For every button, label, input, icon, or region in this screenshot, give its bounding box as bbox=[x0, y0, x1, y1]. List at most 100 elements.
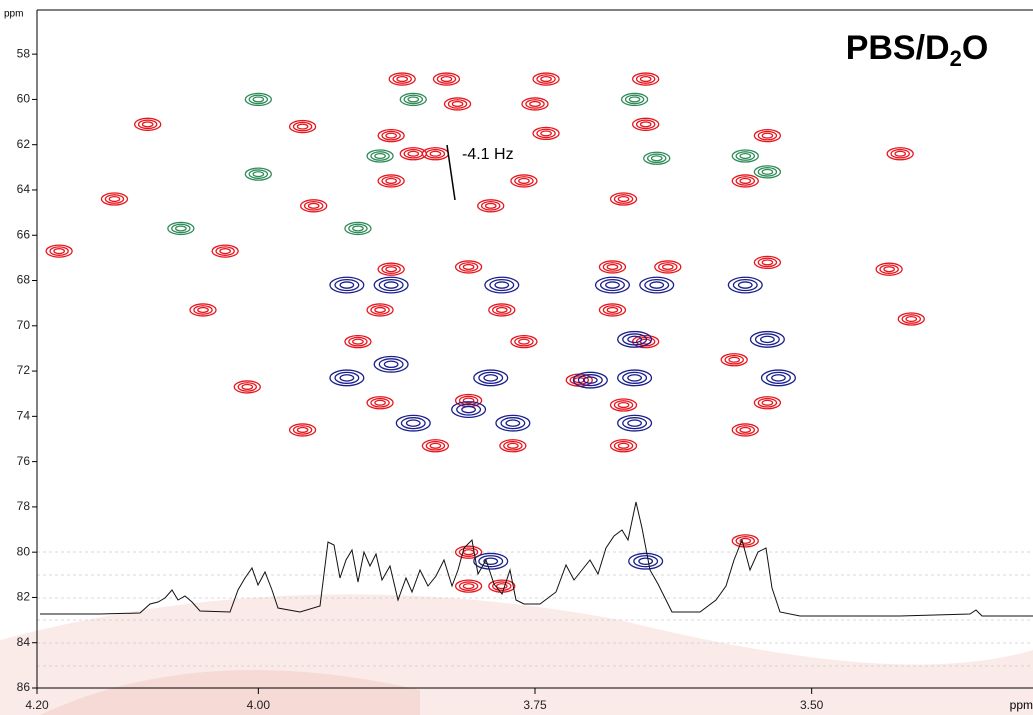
contour bbox=[429, 150, 442, 157]
contour bbox=[507, 442, 519, 449]
contour bbox=[613, 440, 634, 451]
peak bbox=[451, 401, 487, 419]
peak bbox=[565, 373, 593, 387]
contour bbox=[374, 399, 386, 406]
peak bbox=[100, 192, 129, 206]
contour bbox=[622, 371, 648, 384]
peak bbox=[727, 276, 763, 294]
contour bbox=[134, 117, 162, 131]
contour bbox=[761, 132, 774, 139]
contour bbox=[753, 128, 782, 143]
contour bbox=[403, 94, 424, 105]
contour bbox=[737, 281, 753, 289]
peak bbox=[484, 276, 520, 294]
contour bbox=[436, 74, 457, 84]
peak bbox=[731, 174, 759, 188]
contour bbox=[757, 397, 778, 408]
contour bbox=[381, 264, 401, 275]
contour bbox=[377, 128, 405, 143]
contour bbox=[753, 165, 782, 179]
contour bbox=[377, 174, 405, 188]
contour bbox=[462, 583, 475, 590]
peak bbox=[598, 260, 627, 274]
y-tick-label: 68 bbox=[17, 273, 31, 287]
contour bbox=[639, 121, 652, 128]
contour bbox=[617, 401, 630, 409]
contour bbox=[407, 96, 420, 103]
contour bbox=[488, 579, 516, 593]
peak bbox=[45, 244, 73, 258]
contour bbox=[104, 194, 125, 204]
contour bbox=[901, 314, 922, 324]
annotation: -4.1 Hz bbox=[462, 146, 514, 163]
peak bbox=[488, 303, 516, 317]
contour bbox=[197, 306, 209, 313]
contour bbox=[334, 278, 360, 292]
contour bbox=[617, 414, 653, 432]
peak bbox=[753, 396, 782, 410]
contour bbox=[495, 583, 508, 590]
contour bbox=[292, 425, 313, 435]
peak bbox=[617, 414, 653, 432]
peak bbox=[288, 119, 317, 134]
contour bbox=[760, 369, 797, 387]
contour bbox=[377, 262, 405, 276]
peak bbox=[609, 439, 638, 453]
peak bbox=[454, 579, 483, 593]
contour bbox=[905, 315, 918, 323]
peak bbox=[643, 151, 671, 165]
contour bbox=[334, 371, 360, 384]
contour bbox=[373, 355, 409, 373]
contour bbox=[462, 397, 475, 404]
peak bbox=[753, 165, 782, 179]
contour bbox=[494, 281, 510, 289]
contour bbox=[638, 557, 654, 565]
x-tick-label: 3.50 bbox=[800, 698, 824, 712]
contour bbox=[458, 262, 479, 272]
contour bbox=[521, 97, 549, 111]
contour bbox=[296, 123, 309, 130]
contour bbox=[582, 376, 598, 384]
contour bbox=[572, 371, 608, 389]
peak bbox=[639, 276, 675, 294]
contour bbox=[627, 419, 643, 427]
peak bbox=[366, 396, 394, 410]
contour bbox=[451, 401, 487, 419]
contour bbox=[495, 414, 531, 432]
title-part: PBS/D bbox=[846, 29, 950, 67]
contour bbox=[632, 72, 660, 86]
y-tick-label: 86 bbox=[17, 680, 31, 694]
contour bbox=[609, 439, 638, 453]
contour bbox=[296, 426, 309, 433]
contour bbox=[432, 72, 461, 86]
contour bbox=[731, 149, 759, 163]
contour bbox=[503, 440, 523, 451]
contour bbox=[771, 374, 786, 382]
peak bbox=[609, 192, 638, 206]
y-axis-label: ppm bbox=[4, 9, 23, 20]
peak bbox=[167, 221, 195, 236]
peak bbox=[731, 149, 759, 163]
contour bbox=[622, 417, 648, 430]
contour bbox=[193, 305, 213, 315]
contour bbox=[540, 130, 552, 137]
peak bbox=[495, 414, 531, 432]
contour bbox=[344, 334, 372, 349]
contour bbox=[757, 167, 778, 177]
contour bbox=[381, 176, 401, 186]
contour bbox=[732, 278, 758, 292]
contour bbox=[639, 276, 675, 294]
peak bbox=[454, 260, 483, 274]
contour bbox=[483, 374, 499, 382]
peak bbox=[886, 147, 914, 161]
peak bbox=[620, 92, 649, 107]
contour bbox=[724, 354, 744, 365]
contour bbox=[288, 119, 317, 134]
contour bbox=[400, 417, 426, 430]
contour bbox=[421, 439, 450, 453]
contour bbox=[252, 171, 265, 178]
contour bbox=[644, 278, 670, 292]
y-tick-label: 74 bbox=[17, 409, 31, 423]
peak bbox=[510, 174, 538, 188]
contour bbox=[440, 75, 453, 83]
